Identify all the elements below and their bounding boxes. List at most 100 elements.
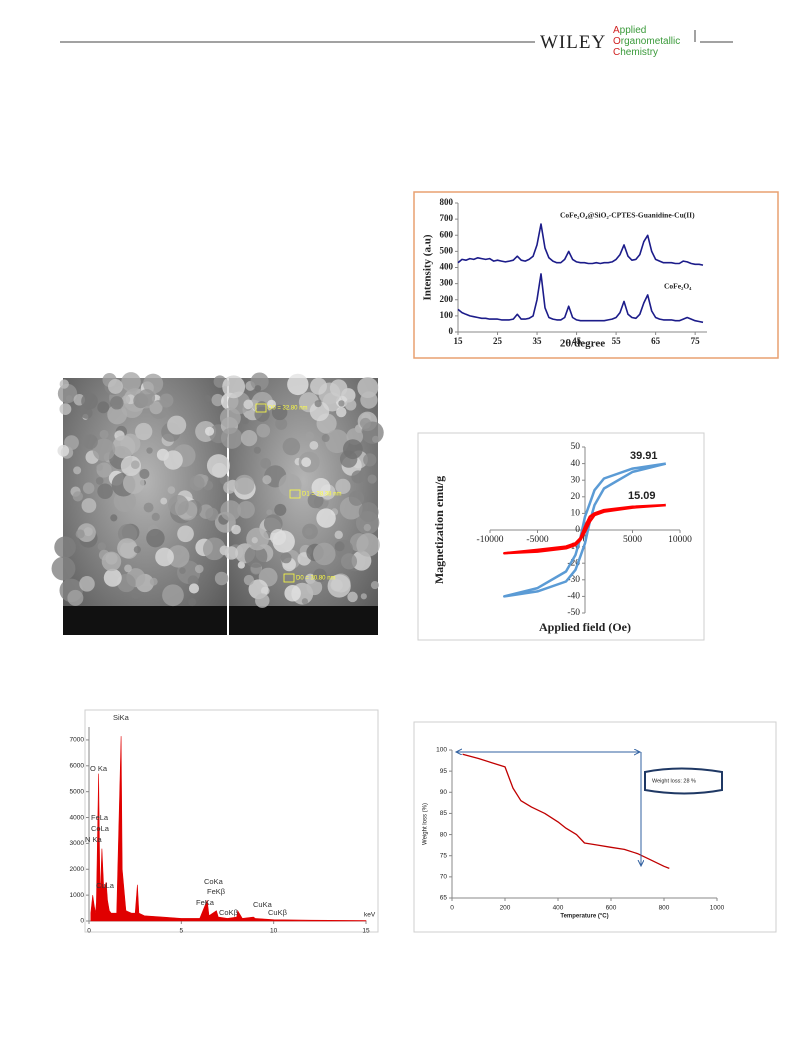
sem-particle <box>121 395 131 404</box>
sem-particle <box>138 389 156 406</box>
y-tick-label: 75 <box>440 852 448 859</box>
sem-particle <box>121 372 141 392</box>
sem-particle <box>219 407 241 429</box>
sem-particle <box>240 429 258 447</box>
sem-particle <box>282 437 301 456</box>
sem-particle <box>80 406 93 419</box>
x-tick-label: 800 <box>659 905 670 912</box>
x-tick-label: 65 <box>651 336 661 346</box>
sem-particle <box>73 466 82 475</box>
sem-particle <box>133 545 141 554</box>
sem-particle <box>122 472 145 494</box>
x-tick-label: 200 <box>500 905 511 912</box>
peak-label: CoLa <box>91 824 110 833</box>
sem-particle <box>327 574 351 598</box>
sem-particle <box>151 512 160 521</box>
sem-particle <box>211 393 224 407</box>
sem-particle <box>231 524 241 535</box>
sem-particle <box>205 507 219 521</box>
sem-particle <box>267 399 276 409</box>
chart: 0 100 200 300 400 500 600 700 800 15 25 35 45 55 65 75 2… <box>422 197 707 350</box>
y-tick-label: -50 <box>567 608 580 618</box>
sem-particle <box>124 564 132 573</box>
sem-particle <box>103 568 122 587</box>
sem-particle <box>110 396 124 410</box>
sem-particle <box>274 503 287 516</box>
sem-particle <box>334 541 345 552</box>
publisher-logo: WILEY <box>540 32 607 53</box>
data-line <box>503 503 666 555</box>
sem-particle <box>367 474 377 484</box>
sem-particle <box>162 584 184 607</box>
sem-particle <box>301 457 312 468</box>
x-tick-label: 15 <box>362 928 370 935</box>
series-annotation: 39.91 <box>630 450 658 462</box>
x-tick-label: 10 <box>270 928 278 935</box>
sem-particle <box>81 498 97 513</box>
sem-particle <box>243 399 254 410</box>
sem-particle <box>167 545 190 568</box>
sem-particle <box>202 537 226 561</box>
sem-particle <box>75 529 85 539</box>
sem-particle <box>135 422 153 441</box>
sem-particle <box>351 470 365 484</box>
journal-word: Organometallic <box>613 36 681 47</box>
sem-particle <box>313 542 336 566</box>
sem-particle <box>179 567 186 574</box>
x-tick-label: 15 <box>454 336 464 346</box>
sem-particle <box>163 450 183 470</box>
sem-particle <box>360 391 378 409</box>
sem-particle <box>59 403 72 416</box>
sem-particle <box>101 551 122 572</box>
sem-particle <box>237 561 245 569</box>
y-tick-label: 3000 <box>70 840 85 847</box>
sem-particle <box>256 423 271 438</box>
sem-particle <box>334 530 343 540</box>
sem-particle <box>82 482 95 494</box>
sem-particle <box>275 417 288 430</box>
sem-particle <box>224 546 239 560</box>
x-tick-label: -10000 <box>477 535 504 545</box>
y-tick-label: 80 <box>440 831 448 838</box>
sem-particle <box>234 474 255 495</box>
sem-particle <box>97 401 110 414</box>
journal-word: Chemistry <box>613 47 659 58</box>
y-axis-label: Intensity (a.u) <box>422 234 434 300</box>
y-tick-label: 800 <box>440 197 454 207</box>
sem-particle <box>112 435 136 459</box>
sem-particle <box>243 574 255 586</box>
sem-label: D0 = 32.80 nm <box>268 406 308 412</box>
sem-particle <box>358 502 379 522</box>
sem-particle <box>57 383 78 404</box>
sem-images: D0 = 32.80 nm D1 = 28.38 nm D0 = 30.80 nm <box>51 372 384 635</box>
sem-particle <box>177 525 194 543</box>
data-line <box>457 223 704 266</box>
sem-particle <box>310 377 327 395</box>
sem-particle <box>263 514 283 534</box>
sem-particle <box>155 547 174 567</box>
series-label: CoFe₂O₄ <box>664 282 692 291</box>
sem-particle <box>139 468 150 479</box>
sem-particle <box>143 373 164 394</box>
series-label: CoFe₂O₄@SiO₂-CPTES-Guanidine-Cu(II) <box>560 211 695 220</box>
x-tick-label: 35 <box>533 336 543 346</box>
sem-particle <box>97 542 107 551</box>
peak-label: CuKβ <box>268 908 288 917</box>
peak-label: CuLa <box>96 881 115 890</box>
journal-name: Applied Organometallic Chemistry <box>613 25 680 58</box>
peak-label: CoKa <box>204 877 224 886</box>
sem-particle <box>260 458 272 469</box>
y-tick-label: 20 <box>571 492 581 502</box>
sem-info-bar <box>63 606 227 635</box>
x-axis-label: 2θ/degree <box>560 338 605 350</box>
y-axis-label: Magnetization emu/g <box>432 476 446 584</box>
sem-particle <box>211 462 227 478</box>
x-tick-label: 1000 <box>710 905 725 912</box>
y-tick-label: 7000 <box>70 737 85 744</box>
y-tick-label: -40 <box>567 592 580 602</box>
sem-particle <box>222 375 246 399</box>
sem-particle <box>314 400 322 408</box>
y-tick-label: 5000 <box>70 788 85 795</box>
sem-particle <box>203 394 212 403</box>
sem-particle <box>347 591 358 603</box>
